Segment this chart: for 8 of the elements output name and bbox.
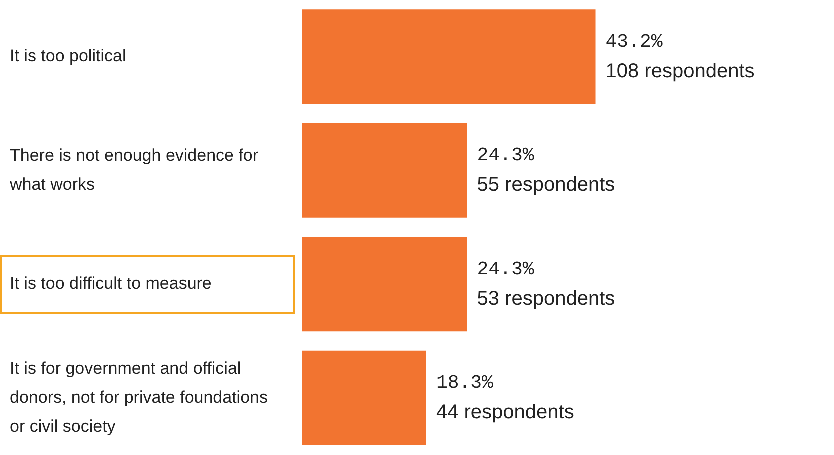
data-label: 24.3% 53 respondents bbox=[477, 258, 616, 310]
y-tick-label: It is too political bbox=[10, 46, 126, 66]
y-tick-label: It is for government and official donors, not for private foundations or civil society bbox=[10, 358, 268, 436]
y-tick-label: It is too difficult to measure bbox=[10, 274, 212, 294]
data-label: 43.2% 108 respondents bbox=[606, 30, 755, 82]
data-label: 24.3% 55 respondents bbox=[477, 144, 616, 196]
y-tick-label: There is not enough evidence for what works bbox=[9, 146, 259, 194]
data-label: 18.3% 44 respondents bbox=[436, 372, 574, 424]
